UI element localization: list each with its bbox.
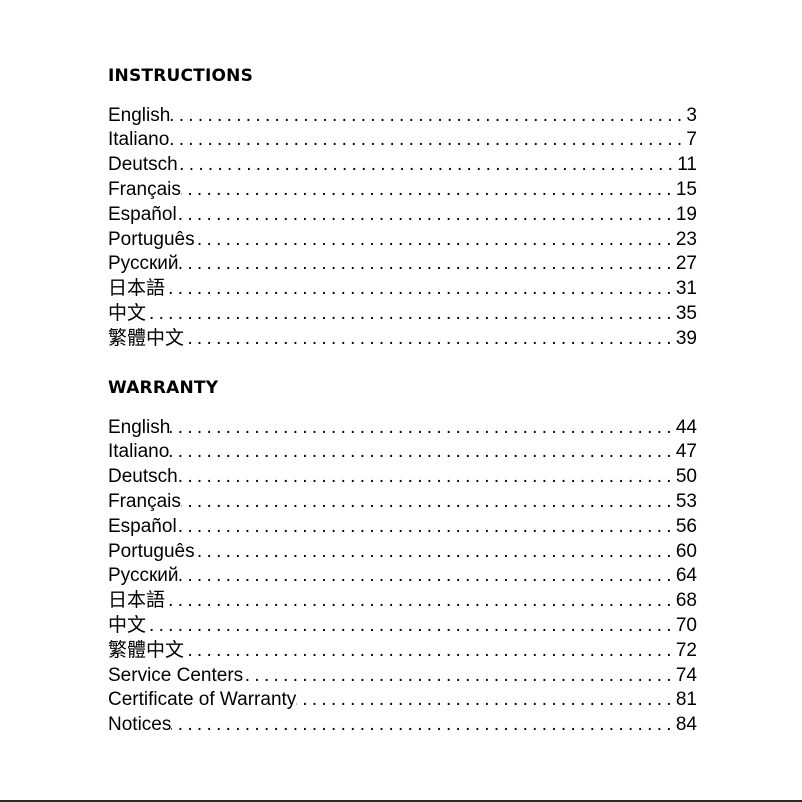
toc-entry-page: 50 [675,466,697,488]
toc-entry[interactable]: English.................................… [108,416,697,441]
leader-dots: ........................................… [169,441,676,463]
toc-entry[interactable]: 中文......................................… [108,614,697,639]
toc-entry[interactable]: Русский.................................… [108,252,697,277]
bottom-rule [0,800,802,802]
leader-dots: ........................................… [165,278,676,300]
toc-entry[interactable]: Deutsch.................................… [108,153,697,178]
toc-entry-page: 81 [675,689,697,711]
warranty-toc: English.................................… [108,416,697,738]
instructions-heading: INSTRUCTIONS [108,66,254,86]
toc-entry-label: Español [108,203,177,225]
toc-entry[interactable]: Español.................................… [108,203,697,228]
toc-entry[interactable]: Notices.................................… [108,713,697,738]
leader-dots: ........................................… [165,590,676,612]
toc-entry-page: 39 [675,327,697,349]
leader-dots: ........................................… [184,327,676,349]
toc-entry-label: Certificate of Warranty [108,689,297,711]
leader-dots: ........................................… [195,540,676,562]
toc-entry-page: 15 [675,178,697,200]
toc-entry-label: Notices [108,714,172,736]
toc-entry-label: Português [108,540,195,562]
toc-entry-page: 7 [686,129,697,151]
toc-entry-page: 84 [675,714,697,736]
leader-dots: ........................................… [178,253,676,275]
toc-entry[interactable]: Deutsch.................................… [108,465,697,490]
leader-dots: ........................................… [146,614,676,636]
toc-entry-label: Русский [108,253,179,275]
toc-entry-label: English [108,104,171,126]
toc-entry-label: Русский [108,565,179,587]
leader-dots: ........................................… [178,565,676,587]
toc-entry-page: 47 [675,441,697,463]
toc-entry[interactable]: Français................................… [108,178,697,203]
toc-entry-page: 60 [675,540,697,562]
toc-entry-page: 23 [675,228,697,250]
instructions-toc: English.................................… [108,104,697,352]
toc-entry[interactable]: English.................................… [108,104,697,129]
leader-dots: ........................................… [177,515,676,537]
toc-entry-page: 27 [675,253,697,275]
warranty-section: WARRANTY English........................… [108,376,697,738]
toc-entry[interactable]: Português...............................… [108,540,697,565]
toc-entry-page: 70 [675,614,697,636]
toc-entry[interactable]: Português...............................… [108,228,697,253]
leader-dots: ........................................… [195,228,676,250]
toc-entry-page: 56 [675,515,697,537]
toc-entry-label: English [108,416,171,438]
toc-entry-page: 68 [675,590,697,612]
warranty-heading: WARRANTY [108,378,219,398]
toc-entry-label: 日本語 [108,278,166,300]
toc-entry[interactable]: 繁體中文....................................… [108,327,697,352]
toc-entry-label: Italiano [108,129,170,151]
leader-dots: ........................................… [178,154,678,176]
leader-dots: ........................................… [243,664,676,686]
toc-entry[interactable]: Italiano................................… [108,128,697,153]
toc-entry-label: Deutsch [108,466,178,488]
leader-dots: ........................................… [180,178,676,200]
toc-entry[interactable]: Italiano................................… [108,440,697,465]
toc-entry[interactable]: 繁體中文....................................… [108,639,697,664]
toc-entry[interactable]: Español.................................… [108,515,697,540]
toc-entry-label: 繁體中文 [108,327,185,349]
leader-dots: ........................................… [169,129,687,151]
toc-entry[interactable]: 中文......................................… [108,302,697,327]
toc-entry-label: 中文 [108,302,147,324]
toc-entry-label: Deutsch [108,154,178,176]
toc-entry-label: Español [108,515,177,537]
leader-dots: ........................................… [296,689,676,711]
toc-entry[interactable]: 日本語.....................................… [108,589,697,614]
leader-dots: ........................................… [177,203,676,225]
toc-entry-label: 繁體中文 [108,639,185,661]
toc-entry-label: 中文 [108,614,147,636]
toc-entry-page: 31 [675,278,697,300]
toc-entry-page: 3 [686,104,697,126]
toc-entry-page: 74 [675,664,697,686]
leader-dots: ........................................… [170,416,676,438]
toc-entry[interactable]: Service Centers.........................… [108,664,697,689]
toc-entry[interactable]: Русский.................................… [108,564,697,589]
leader-dots: ........................................… [170,104,687,126]
toc-entry[interactable]: Certificate of Warranty.................… [108,688,697,713]
toc-entry-page: 44 [675,416,697,438]
leader-dots: ........................................… [146,302,676,324]
leader-dots: ........................................… [177,466,676,488]
toc-entry[interactable]: Français................................… [108,490,697,515]
leader-dots: ........................................… [171,714,676,736]
toc-entry-label: Italiano [108,441,170,463]
toc-entry-label: 日本語 [108,590,166,612]
toc-entry-label: Service Centers [108,664,244,686]
toc-entry-page: 35 [675,302,697,324]
toc-entry-page: 72 [675,639,697,661]
leader-dots: ........................................… [184,639,676,661]
toc-entry-page: 53 [675,490,697,512]
leader-dots: ........................................… [180,490,676,512]
toc-entry-label: Français [108,178,181,200]
toc-entry-page: 19 [675,203,697,225]
toc-entry[interactable]: 日本語.....................................… [108,277,697,302]
toc-entry-page: 11 [677,154,697,176]
instructions-section: INSTRUCTIONS English....................… [108,64,697,352]
toc-entry-page: 64 [675,565,697,587]
toc-entry-label: Français [108,490,181,512]
toc-entry-label: Português [108,228,195,250]
